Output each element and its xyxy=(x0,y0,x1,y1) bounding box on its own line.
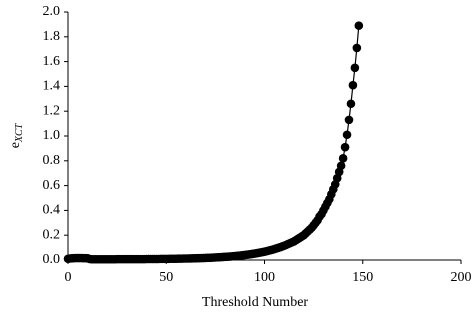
x-tick-label: 0 xyxy=(65,270,72,285)
data-point xyxy=(342,130,352,140)
data-point xyxy=(346,99,356,109)
x-tick-label: 100 xyxy=(254,270,275,285)
y-tick-label: 0.6 xyxy=(43,178,61,193)
y-axis-label-main: e xyxy=(8,142,23,148)
y-tick-label: 1.8 xyxy=(43,29,61,44)
y-tick-label: 0.2 xyxy=(43,227,61,242)
y-tick-label: 0.8 xyxy=(43,153,61,168)
data-point xyxy=(350,63,360,73)
y-tick-label: 0.0 xyxy=(43,252,61,267)
data-point xyxy=(354,21,364,30)
data-point xyxy=(338,154,348,163)
x-tick-label: 50 xyxy=(159,270,173,285)
data-point xyxy=(336,161,346,171)
data-point xyxy=(340,142,350,152)
data-point xyxy=(348,80,358,90)
data-point xyxy=(344,115,354,125)
y-tick-label: 1.2 xyxy=(43,103,61,118)
x-tick-label: 200 xyxy=(451,270,472,285)
y-tick-label: 2.0 xyxy=(43,4,61,19)
y-tick-label: 1.0 xyxy=(43,128,61,143)
y-tick-label: 1.4 xyxy=(43,79,61,94)
y-tick-label: 1.6 xyxy=(43,54,61,69)
y-axis-label-subscript: XCT xyxy=(14,122,25,143)
x-tick-label: 150 xyxy=(352,270,373,285)
y-tick-label: 0.4 xyxy=(43,203,61,218)
data-point xyxy=(352,43,362,53)
y-axis-label: eXCT xyxy=(8,122,25,148)
x-axis-label: Threshold Number xyxy=(202,295,308,310)
